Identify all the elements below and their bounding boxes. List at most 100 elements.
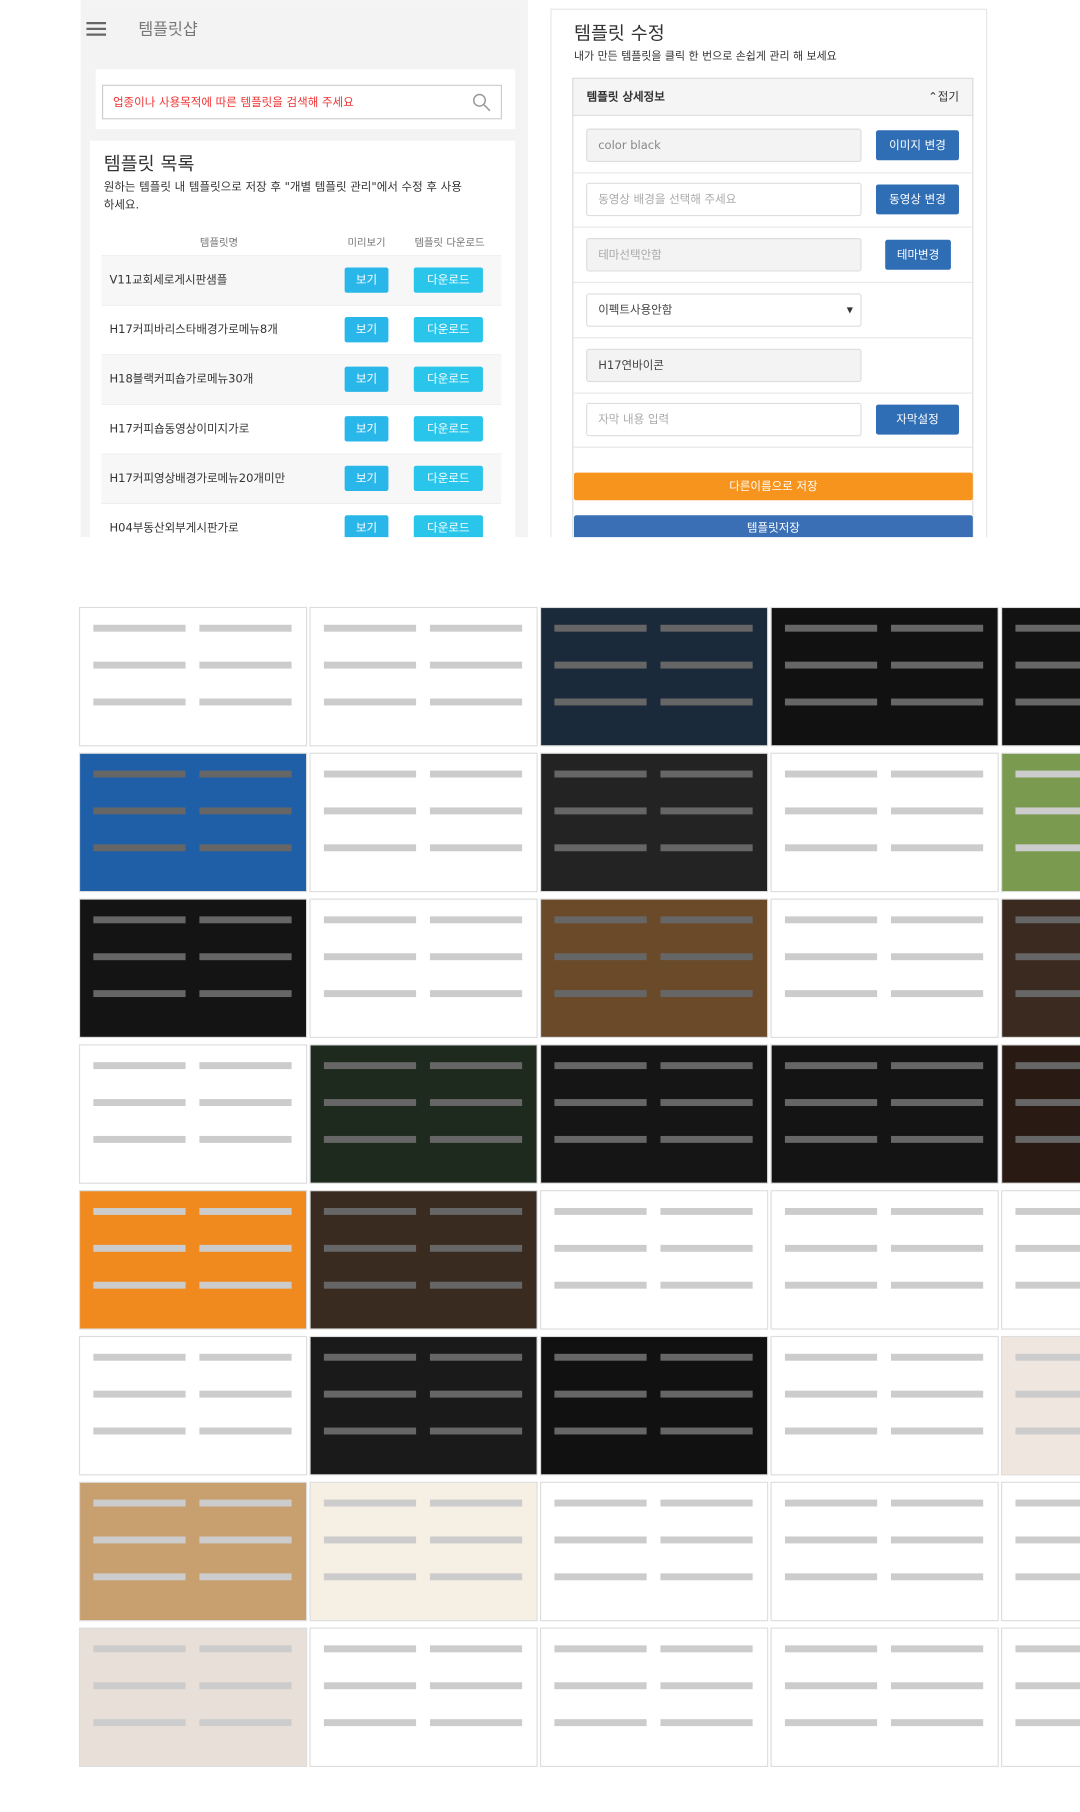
download-button[interactable] xyxy=(413,515,483,540)
thumbnail-detail xyxy=(554,1719,647,1727)
thumbnail-detail xyxy=(660,1499,753,1507)
action-button[interactable] xyxy=(875,184,959,215)
thumbnail-detail xyxy=(1015,1499,1080,1507)
thumbnail-detail xyxy=(93,990,186,998)
column-header: 템플릿명 xyxy=(200,237,238,249)
action-label: 자막설정 xyxy=(896,412,938,426)
thumbnail-detail xyxy=(660,1682,753,1690)
thumbnail-detail xyxy=(323,1281,417,1289)
search-icon[interactable] xyxy=(472,93,491,112)
thumbnail-detail xyxy=(890,1427,984,1435)
editor-title: 템플릿 수정 xyxy=(574,24,665,45)
thumbnail-detail xyxy=(554,1499,647,1507)
thumbnail-detail xyxy=(1015,1390,1080,1398)
download-label: 다운로드 xyxy=(427,273,470,287)
thumbnail-detail xyxy=(323,916,417,924)
thumbnail-detail xyxy=(323,1719,417,1727)
action-label: 이미지 변경 xyxy=(889,138,946,152)
action-button[interactable] xyxy=(885,239,951,270)
thumbnail-detail xyxy=(199,1062,292,1070)
view-label: 보기 xyxy=(356,273,377,287)
action-button[interactable] xyxy=(875,130,959,161)
search-input[interactable] xyxy=(102,84,502,120)
thumbnail-detail xyxy=(660,1390,753,1398)
thumbnail-detail xyxy=(1015,1645,1080,1653)
thumbnail-detail xyxy=(429,953,523,961)
thumbnail-detail xyxy=(323,1427,417,1435)
download-button[interactable] xyxy=(413,267,483,293)
download-button[interactable] xyxy=(413,317,483,343)
input[interactable] xyxy=(586,348,862,383)
thumbnail-detail xyxy=(890,1719,984,1727)
thumbnail-detail xyxy=(199,844,292,852)
input[interactable] xyxy=(586,402,862,437)
thumbnail-detail xyxy=(199,990,292,998)
view-button[interactable] xyxy=(344,465,389,492)
view-button[interactable] xyxy=(344,317,389,343)
template-name: H18블랙커피숍가로메뉴30개 xyxy=(109,372,253,386)
thumbnail-detail xyxy=(784,1390,878,1398)
view-button[interactable] xyxy=(344,416,389,442)
thumbnail-detail xyxy=(323,624,417,632)
view-button[interactable] xyxy=(344,366,389,392)
download-label: 다운로드 xyxy=(427,421,470,435)
thumbnail-detail xyxy=(429,661,523,669)
input[interactable] xyxy=(586,182,862,217)
thumbnail-detail xyxy=(660,1645,753,1653)
thumbnail-detail xyxy=(660,661,753,669)
action-button[interactable] xyxy=(875,404,959,435)
collapse[interactable]: ⌃접기 xyxy=(928,89,959,103)
thumbnail-detail xyxy=(199,1536,292,1544)
download-button[interactable] xyxy=(413,465,483,492)
thumbnail-detail xyxy=(323,844,417,852)
thumbnail-detail xyxy=(660,770,753,778)
thumbnail-detail xyxy=(660,1244,753,1252)
template-name: H17커피바리스타배경가로메뉴8개 xyxy=(109,322,277,336)
thumbnail-detail xyxy=(1015,698,1080,706)
download-button[interactable] xyxy=(413,416,483,442)
list-title: 템플릿 목록 xyxy=(104,154,195,175)
thumbnail-detail xyxy=(199,1135,292,1143)
thumbnail-detail xyxy=(1015,1682,1080,1690)
thumbnail-detail xyxy=(429,770,523,778)
column-header: 템플릿 다운로드 xyxy=(415,237,485,249)
thumbnail-detail xyxy=(323,698,417,706)
view-button[interactable] xyxy=(344,515,389,540)
save-as-button[interactable] xyxy=(574,472,973,501)
thumbnail-detail xyxy=(429,1062,523,1070)
thumbnail-detail xyxy=(554,1390,647,1398)
thumbnail-detail xyxy=(784,1353,878,1361)
thumbnail-detail xyxy=(660,1135,753,1143)
thumbnail-detail xyxy=(554,953,647,961)
thumbnail-detail xyxy=(784,698,878,706)
thumbnail-detail xyxy=(660,990,753,998)
thumbnail-detail xyxy=(890,916,984,924)
thumbnail-detail xyxy=(660,1281,753,1289)
download-button[interactable] xyxy=(413,366,483,392)
view-label: 보기 xyxy=(356,322,377,336)
thumbnail-detail xyxy=(890,1062,984,1070)
thumbnail-detail xyxy=(323,1645,417,1653)
thumbnail-detail xyxy=(199,1682,292,1690)
thumbnail-detail xyxy=(199,661,292,669)
thumbnail-detail xyxy=(199,1099,292,1106)
thumbnail-detail xyxy=(784,770,878,778)
save-button[interactable] xyxy=(574,515,973,543)
thumbnail-detail xyxy=(784,1719,878,1727)
view-button[interactable] xyxy=(344,267,389,293)
input[interactable] xyxy=(586,238,862,272)
menu-icon[interactable] xyxy=(86,21,107,36)
thumbnail-detail xyxy=(784,1099,878,1106)
thumbnail-detail xyxy=(323,807,417,815)
template-name: H17커피영상배경가로메뉴20개미만 xyxy=(109,471,285,485)
input[interactable] xyxy=(586,128,862,162)
thumbnail-detail xyxy=(429,1427,523,1435)
view-label: 보기 xyxy=(356,372,377,386)
thumbnail-detail xyxy=(93,953,186,961)
thumbnail-detail xyxy=(93,624,186,632)
input[interactable] xyxy=(586,293,862,327)
thumbnail-detail xyxy=(429,807,523,815)
thumbnail-detail xyxy=(1015,807,1080,815)
thumbnail-detail xyxy=(429,698,523,706)
input-text: 동영상 배경을 선택해 주세요 xyxy=(598,192,737,206)
